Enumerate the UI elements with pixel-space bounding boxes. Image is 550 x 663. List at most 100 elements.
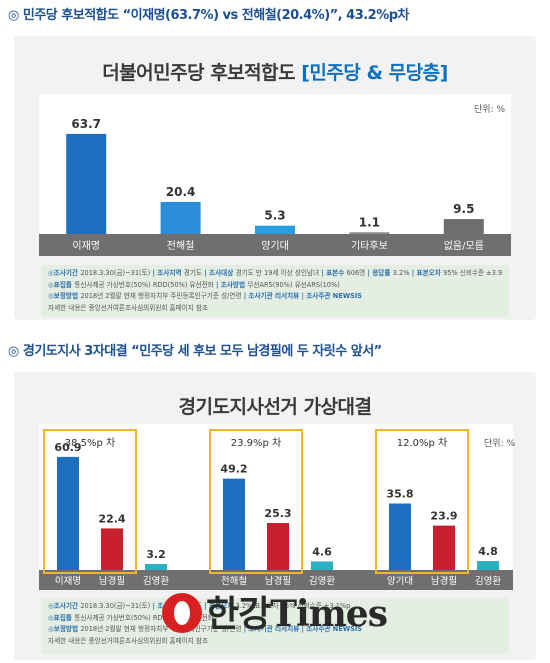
chart1-notes: ◎조사기간 2018.3.30(금)~31(토) | 조사지역 경기도 | 조사…: [41, 265, 509, 317]
chart1-value-label-4: 9.5: [453, 202, 474, 216]
notes1-line-3: 자세한 내용은 중앙선거여론조사심의위원회 홈페이지 참조: [48, 303, 502, 315]
notes1-value: 606명: [346, 269, 366, 277]
notes1-line-1: ◎표집틀 통신사제공 가상번호(50%) RDD(50%) 유선전화 | 조사방…: [48, 280, 502, 292]
notes1-key: ◎조사기간: [48, 269, 81, 277]
notes2-value: 3.2% 표본오차 95% 신뢰수준 ±3.1%p: [235, 602, 351, 610]
chart2-bar-2-1: [433, 525, 455, 570]
chart1-panel: 더불어민주당 후보적합도 [민주당 & 무당층] 단위: % 63.7 이재명 20…: [14, 36, 536, 320]
notes2-key: ◎조사기간: [48, 602, 81, 610]
watermark-logo: 한강Times: [162, 585, 392, 643]
chart2-bar-0-2: [145, 564, 167, 570]
notes1-value: NEWSIS: [332, 292, 363, 301]
chart1-title-highlight: [민주당 & 무당층]: [301, 62, 448, 84]
chart1-category-label-1: 전해철: [167, 239, 195, 252]
notes2-key: ◎보정방법: [48, 625, 81, 634]
notes1-key: ◎표집틀: [48, 280, 75, 289]
chart2-category-label-0-1: 남경필: [99, 575, 125, 587]
chart1-value-label-0: 63.7: [71, 117, 101, 131]
chart2-category-label-1-0: 전해철: [221, 575, 247, 587]
notes1-value: 95% 신뢰수준 ±3.9%p: [443, 269, 502, 277]
notes1-key: | 응답률: [365, 269, 393, 277]
chart2-value-label-2-2: 4.8: [478, 545, 498, 558]
notes1-value: 3.2%: [392, 269, 410, 277]
watermark-text: 한강Times: [206, 593, 388, 635]
notes1-key: | 표본오차: [409, 269, 444, 277]
chart2-gap-label-0: 38.5%p 차: [65, 437, 116, 449]
chart1-bar-0: [66, 133, 107, 234]
notes1-value: 리서치뷰: [274, 292, 300, 301]
notes2-line-1: ◎표집틀 통신사제공 가상번호(50%) RDD(50%) 유선전화: [48, 613, 502, 625]
chart2-gap-label-1: 23.9%p 차: [231, 437, 282, 449]
notes2-key: | 표본오차: [202, 602, 236, 610]
chart1-value-label-2: 5.3: [264, 209, 285, 223]
notes2-value: 리서치뷰: [274, 625, 300, 634]
watermark-emblem-icon: [162, 593, 202, 633]
chart2-value-label-0-1: 22.4: [98, 512, 125, 525]
chart1-title-main: 더불어민주당 후보적합도: [102, 62, 296, 84]
chart2-bar-1-1: [267, 523, 289, 570]
chart1-bar-1: [160, 201, 201, 234]
chart1-category-band: [39, 234, 511, 256]
chart2-panel: 경기도지사선거 가상대결 단위: % 38.5%p 차 60.9 이재명 22.4 남경…: [14, 372, 536, 660]
chart1-bar-3: [349, 232, 390, 234]
notes2-value: NEWSIS: [332, 625, 363, 634]
notes1-value: 경기도: [183, 269, 202, 277]
chart2-category-label-2-0: 양기대: [387, 576, 413, 587]
chart2-value-label-1-0: 49.2: [220, 463, 247, 476]
chart2-category-label-0-2: 김영환: [143, 575, 169, 587]
notes2-value: 2018년 2월말 현재 행정자치부 주민등록인구기준 성/연령: [80, 625, 242, 634]
chart2-value-label-0-2: 3.2: [146, 548, 166, 561]
notes2-key: | 조사주관: [299, 625, 333, 634]
chart1-bar-2: [255, 225, 295, 234]
chart2-bar-2-0: [389, 503, 411, 570]
notes2-key: | 조사기관: [241, 625, 275, 634]
chart2-category-label-2-2: 김영환: [475, 575, 501, 587]
headline-1: ◎ 민주당 후보적합도 “이재명(63.7%) vs 전해철(20.4%)”, …: [8, 8, 410, 23]
chart2-value-label-0-0: 60.9: [54, 441, 81, 454]
notes2-line-2: ◎보정방법 2018년 2월말 현재 행정자치부 주민등록인구기준 성/연령 |…: [48, 624, 502, 636]
chart2-category-label-2-1: 남경필: [431, 575, 457, 587]
chart1-value-label-1: 20.4: [166, 185, 196, 199]
headline-2: ◎ 경기도지사 3자대결 “민주당 세 후보 모두 남경필에 두 자릿수 앞서”: [8, 344, 382, 359]
chart2-category-label-1-2: 김영환: [309, 575, 335, 587]
chart2-bar-1-2: [311, 561, 333, 570]
chart2-category-label-0-0: 이재명: [55, 576, 81, 587]
chart2-unit: 단위: %: [484, 439, 516, 449]
notes1-value: 2018.3.30(금)~31(토): [80, 269, 151, 277]
chart1-title: 더불어민주당 후보적합도 [민주당 & 무당층]: [14, 58, 536, 85]
chart2-value-label-1-2: 4.6: [312, 545, 332, 558]
notes2-line-3: 자세한 내용은 중앙선거여론조사심의위원회 홈페이지 참조: [48, 636, 502, 648]
notes2-value: 자세한 내용은 중앙선거여론조사심의위원회 홈페이지 참조: [48, 636, 209, 645]
notes1-key: | 조사지역: [150, 269, 184, 277]
notes1-key: | 조사방법: [213, 280, 248, 289]
chart2-bar-0-1: [101, 528, 123, 570]
chart1-category-label-4: 없음/모름: [444, 239, 484, 252]
chart2-title: 경기도지사선거 가상대결: [178, 396, 372, 418]
chart2-group-box-1: [209, 429, 303, 574]
chart1-category-label-0: 이재명: [72, 240, 100, 252]
chart1-bar-4: [443, 219, 484, 234]
chart2-group-box-0: [43, 429, 137, 574]
chart1-unit: 단위: %: [474, 105, 506, 115]
chart2-value-label-1-1: 25.3: [264, 507, 291, 520]
notes1-key: | 조사주관: [299, 292, 333, 301]
notes2-value: 통신사제공 가상번호(50%) RDD(50%) 유선전화: [74, 613, 214, 622]
chart1-value-label-3: 1.1: [359, 215, 380, 229]
chart2-category-band: [39, 570, 513, 590]
chart1-category-label-2: 양기대: [261, 240, 289, 252]
chart2-gap-label-2: 12.0%p 차: [397, 437, 448, 449]
notes1-line-0: ◎조사기간 2018.3.30(금)~31(토) | 조사지역 경기도 | 조사…: [48, 268, 502, 280]
notes2-key: ◎표집틀: [48, 613, 75, 622]
chart2-group-box-2: [375, 429, 469, 574]
chart2-value-label-2-0: 35.8: [386, 488, 413, 501]
chart2-value-label-2-1: 23.9: [430, 510, 457, 523]
chart2-bar-2-2: [477, 561, 499, 570]
chart1-category-label-3: 기타후보: [351, 240, 388, 252]
notes1-line-2: ◎보정방법 2018년 2월말 현재 행정자치부 주민등록인구기준 성/연령 |…: [48, 291, 502, 303]
chart2-notes: ◎조사기간 2018.3.30(금)~31(토) | 조사지역 경기도 | 표본…: [41, 598, 509, 654]
chart2-bar-1-0: [223, 478, 245, 570]
notes2-value: 2018.3.30(금)~31(토): [80, 602, 151, 610]
chart2-svg: 38.5%p 차60.9 이재명 22.4 남경필 3.2 김영환 23.9%p 차 49.2…: [39, 429, 513, 590]
notes1-value: 경기도 만 19세 이상 성인남녀: [235, 269, 320, 277]
notes1-value: 무선ARS(90%) 유선ARS(10%): [247, 280, 340, 289]
